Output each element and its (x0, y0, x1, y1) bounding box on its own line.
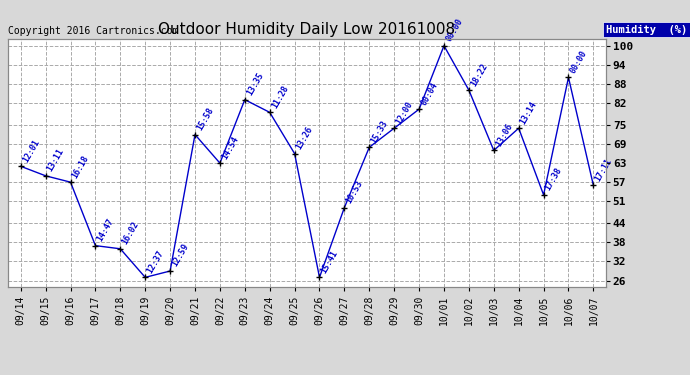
Text: 18:22: 18:22 (469, 62, 489, 88)
Text: Humidity  (%): Humidity (%) (606, 24, 687, 34)
Text: 15:58: 15:58 (195, 106, 215, 132)
Text: 00:00: 00:00 (444, 17, 464, 43)
Text: 12:37: 12:37 (145, 249, 166, 275)
Text: 15:41: 15:41 (319, 249, 339, 275)
Text: 00:00: 00:00 (569, 49, 589, 75)
Text: 00:04: 00:04 (419, 81, 440, 106)
Text: Copyright 2016 Cartronics.com: Copyright 2016 Cartronics.com (8, 26, 179, 36)
Text: 13:14: 13:14 (519, 99, 539, 126)
Text: 13:06: 13:06 (494, 122, 514, 148)
Text: 16:02: 16:02 (120, 220, 141, 246)
Text: 12:01: 12:01 (21, 138, 41, 164)
Text: 14:47: 14:47 (95, 217, 116, 243)
Text: 11:28: 11:28 (270, 84, 290, 110)
Text: 12:59: 12:59 (170, 242, 190, 268)
Text: 17:38: 17:38 (544, 166, 564, 192)
Text: 12:00: 12:00 (394, 99, 415, 126)
Text: 13:35: 13:35 (245, 71, 265, 97)
Text: 10:53: 10:53 (344, 179, 365, 205)
Text: 14:54: 14:54 (220, 134, 240, 160)
Text: 17:11: 17:11 (593, 157, 613, 183)
Text: 15:33: 15:33 (369, 118, 390, 145)
Text: 13:11: 13:11 (46, 147, 66, 173)
Text: 16:18: 16:18 (70, 153, 91, 180)
Text: 13:26: 13:26 (295, 125, 315, 151)
Title: Outdoor Humidity Daily Low 20161008: Outdoor Humidity Daily Low 20161008 (159, 22, 455, 37)
